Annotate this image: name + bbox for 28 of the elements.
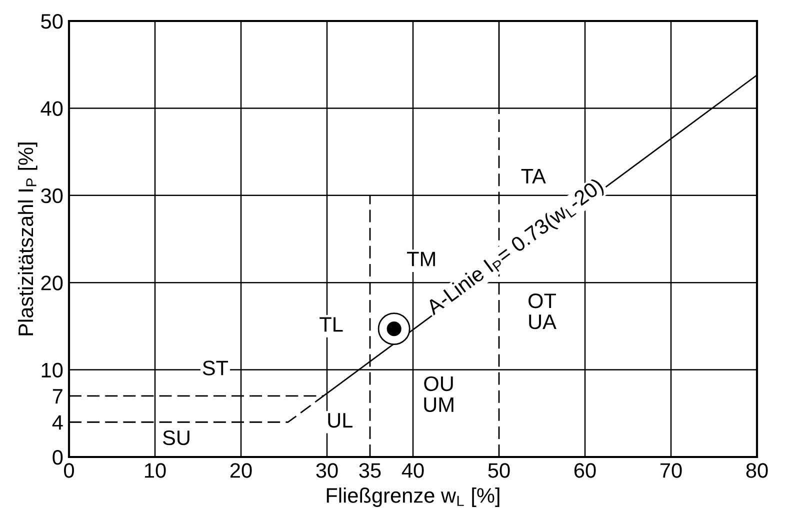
y-tick-label: 20 — [41, 276, 63, 290]
x-tick-label: 0 — [64, 463, 74, 478]
x-tick-label: 50 — [488, 463, 510, 478]
x-tick-label: 80 — [746, 463, 768, 478]
x-axis-title: Fließgrenze w$_{L}$ [%] — [326, 488, 500, 507]
x-tick-label: 60 — [574, 463, 596, 478]
x-tick-label: 35 — [359, 463, 381, 478]
annotation: UL — [328, 413, 353, 428]
y-tick-label: 7 — [52, 389, 62, 404]
annotation: OU UM — [424, 376, 454, 412]
y-tick-label: 10 — [42, 362, 63, 378]
y-axis-title: Plastizitätszahl I$_{P}$ [%] — [18, 142, 38, 336]
x-tick-label: 10 — [145, 463, 166, 478]
y-tick-label: 4 — [52, 415, 63, 430]
annotation: TL — [320, 317, 343, 332]
x-tick-label: 70 — [660, 463, 682, 478]
x-tick-label: 40 — [402, 463, 424, 478]
annotation: ST — [202, 360, 228, 376]
y-tick-label: 50 — [41, 14, 63, 29]
y-tick-label: 30 — [41, 188, 63, 204]
annotation: TM — [407, 252, 435, 266]
x-tick-label: 20 — [230, 463, 252, 478]
annotation: OT UA — [528, 293, 556, 330]
y-tick-label: 0 — [52, 450, 63, 465]
annotation: SU — [162, 430, 190, 446]
annotation: TA — [521, 169, 546, 184]
y-tick-label: 40 — [40, 101, 63, 116]
x-tick-label: 30 — [316, 463, 338, 478]
